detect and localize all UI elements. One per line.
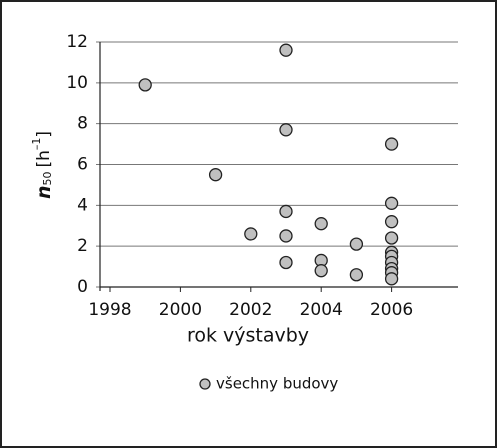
x-axis-label: rok výstavby (187, 325, 309, 347)
x-tick-label: 2004 (300, 300, 343, 320)
point (279, 43, 293, 57)
x-tick-label: 1998 (88, 300, 131, 320)
point (279, 204, 293, 219)
point (314, 264, 328, 278)
point (384, 215, 399, 229)
point (384, 196, 399, 210)
y-axis-label: n50 [h–1] (30, 131, 55, 199)
point (279, 229, 293, 243)
y-tick-label: 0 (77, 277, 88, 297)
y-label-unit: [h (34, 150, 54, 167)
x-tick-label: 2006 (370, 300, 413, 320)
point (349, 237, 364, 251)
point (384, 137, 399, 151)
y-label-close: ] (34, 131, 54, 138)
x-tick-label: 2002 (229, 300, 272, 320)
y-tick-label: 10 (66, 73, 88, 93)
point (244, 227, 258, 241)
y-tick-label: 2 (77, 236, 88, 256)
y-tick-label: 4 (77, 195, 88, 215)
x-tick-label: 2000 (159, 300, 202, 320)
legend-label: všechny budovy (216, 375, 338, 393)
y-tick-label: 6 (77, 155, 88, 175)
y-tick-label: 8 (77, 114, 88, 134)
point (314, 217, 328, 231)
point (138, 78, 152, 92)
y-label-subscript: 50 (41, 172, 54, 186)
y-label-superscript: –1 (30, 138, 43, 151)
point (279, 255, 293, 270)
y-label-symbol: n (33, 186, 55, 200)
point (279, 123, 293, 137)
point (208, 168, 223, 182)
point (384, 231, 399, 245)
point (384, 272, 399, 286)
y-tick-label: 12 (66, 32, 88, 52)
legend-marker (199, 378, 211, 390)
point (349, 268, 364, 282)
